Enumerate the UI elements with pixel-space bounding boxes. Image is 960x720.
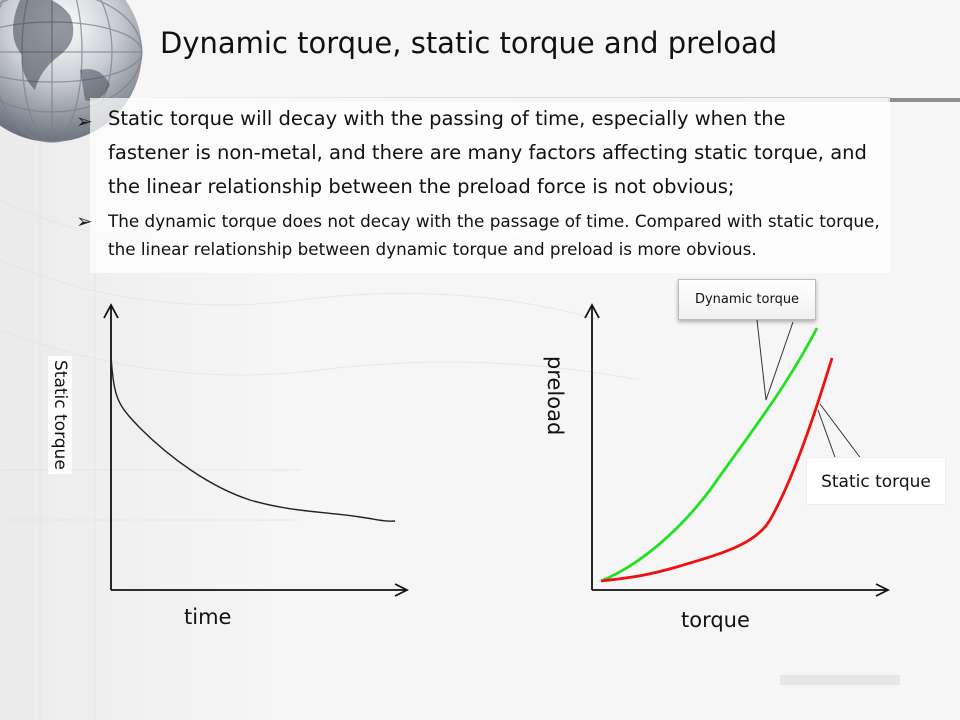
bullet-item: ➢ Static torque will decay with the pass…	[76, 102, 868, 204]
left-x-axis-arrow	[394, 583, 410, 597]
right-x-axis-label: torque	[681, 608, 750, 632]
left-y-axis-label: Static torque	[48, 356, 72, 474]
left-y-axis-arrow	[103, 303, 119, 319]
bullet-arrow-icon: ➢	[76, 109, 93, 133]
right-chart	[584, 303, 891, 597]
callout-pointers	[756, 319, 863, 461]
right-y-axis-arrow	[584, 303, 600, 319]
left-chart	[103, 303, 410, 597]
static-torque-callout: Static torque	[806, 457, 946, 505]
static-torque-decay-curve	[110, 355, 396, 522]
bullet-text: The dynamic torque does not decay with t…	[108, 211, 880, 259]
right-y-axis-label: preload	[543, 356, 567, 436]
page-title: Dynamic torque, static torque and preloa…	[160, 26, 778, 60]
static-torque-curve	[600, 357, 834, 583]
bullet-arrow-icon: ➢	[76, 209, 93, 233]
left-x-axis-label: time	[184, 605, 232, 629]
dynamic-torque-curve	[600, 327, 819, 583]
dynamic-torque-callout: Dynamic torque	[678, 279, 816, 320]
bullet-item: ➢ The dynamic torque does not decay with…	[76, 207, 888, 263]
bullet-panel	[90, 98, 890, 273]
right-x-axis-arrow	[875, 583, 891, 597]
title-divider-accent	[888, 98, 960, 102]
bullet-text: Static torque will decay with the passin…	[108, 107, 867, 198]
